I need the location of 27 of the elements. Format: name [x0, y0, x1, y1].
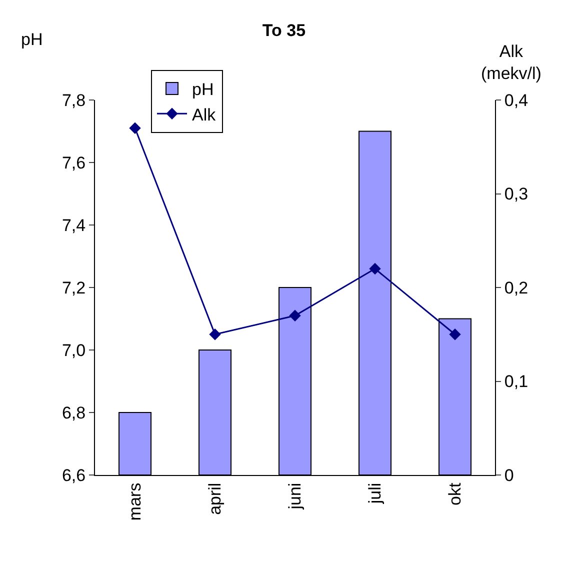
x-tick-label: okt	[446, 482, 465, 506]
x-tick-label: mars	[126, 482, 145, 521]
point	[129, 122, 141, 134]
y-tick-label: 7,6	[62, 153, 86, 172]
y-axis-title: pH	[21, 30, 43, 49]
x-tick-label: juli	[366, 482, 385, 505]
chart-title: To 35	[262, 20, 306, 40]
y-tick-label: 6,8	[62, 403, 86, 422]
point	[289, 310, 301, 322]
y2-tick-label: 0,1	[504, 372, 528, 392]
y-tick-label: 7,2	[62, 278, 86, 298]
y-tick-label: 6,6	[62, 466, 86, 485]
legend-label: Alk	[192, 105, 216, 124]
y2-tick-label: 0,4	[504, 90, 528, 110]
legend-label: pH	[192, 80, 214, 100]
x-tick-label: juni	[286, 482, 305, 510]
y2-tick-label: 0	[504, 466, 514, 485]
point	[449, 328, 461, 340]
y-tick-label: 7,8	[62, 90, 86, 110]
x-tick-label: april	[206, 482, 225, 515]
point	[209, 328, 221, 340]
y-tick-label: 7,0	[62, 340, 86, 360]
y2-tick-label: 0,3	[504, 184, 528, 204]
y-tick-label: 7,4	[62, 216, 86, 235]
point	[369, 262, 381, 275]
y2-axis-title: Alk (mekv/l)	[481, 42, 542, 84]
y2-tick-label: 0,2	[504, 278, 528, 298]
